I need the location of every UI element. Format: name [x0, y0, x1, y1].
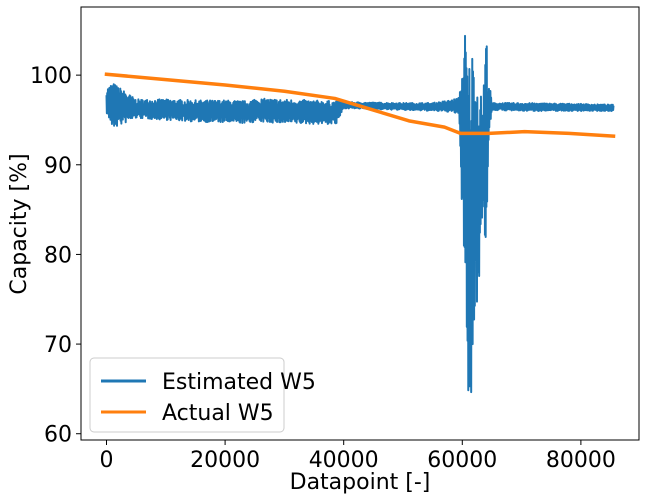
- series-layer: [104, 34, 616, 394]
- series-actual-w5: [104, 72, 616, 138]
- x-axis: 0 20000 40000 60000 80000: [99, 440, 616, 473]
- x-tick-label: 60000: [427, 448, 497, 473]
- y-axis-label: Capacity [%]: [7, 153, 32, 294]
- x-tick-label: 0: [99, 448, 113, 473]
- y-tick-label: 90: [44, 154, 72, 179]
- y-tick-label: 70: [44, 333, 72, 358]
- legend: Estimated W5 Actual W5: [89, 357, 316, 433]
- x-tick-label: 20000: [190, 448, 260, 473]
- legend-label-estimated: Estimated W5: [162, 370, 316, 395]
- y-tick-label: 100: [30, 64, 72, 89]
- y-axis: 60 70 80 90 100: [30, 64, 81, 448]
- x-tick-label: 40000: [309, 448, 379, 473]
- plot-frame: [80, 6, 640, 441]
- legend-label-actual: Actual W5: [162, 401, 274, 426]
- y-tick-label: 60: [44, 423, 72, 448]
- x-tick-label: 80000: [546, 448, 616, 473]
- series-estimated-w5: [105, 34, 615, 394]
- y-tick-label: 80: [44, 243, 72, 268]
- x-axis-label: Datapoint [-]: [290, 470, 431, 495]
